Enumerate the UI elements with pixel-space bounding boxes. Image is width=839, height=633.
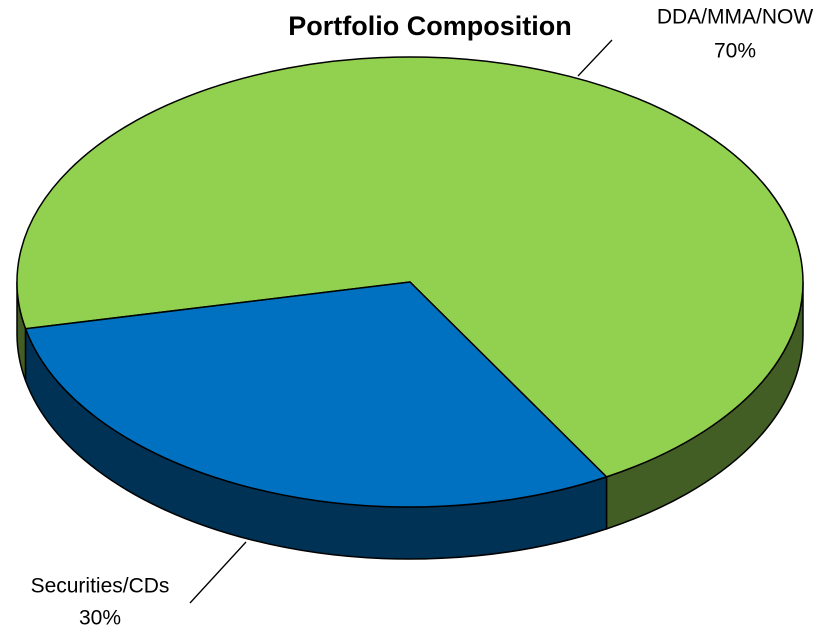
chart-title: Portfolio Composition <box>288 11 571 41</box>
slice-label: DDA/MMA/NOW <box>657 6 814 29</box>
leader-line <box>577 39 613 77</box>
slice-label: Securities/CDs <box>31 575 170 598</box>
slice-value-label: 70% <box>714 40 756 63</box>
pie <box>16 56 804 560</box>
leader-line <box>189 541 247 604</box>
slice <box>24 281 608 508</box>
slice-value-label: 30% <box>79 607 121 630</box>
slice <box>16 56 804 478</box>
